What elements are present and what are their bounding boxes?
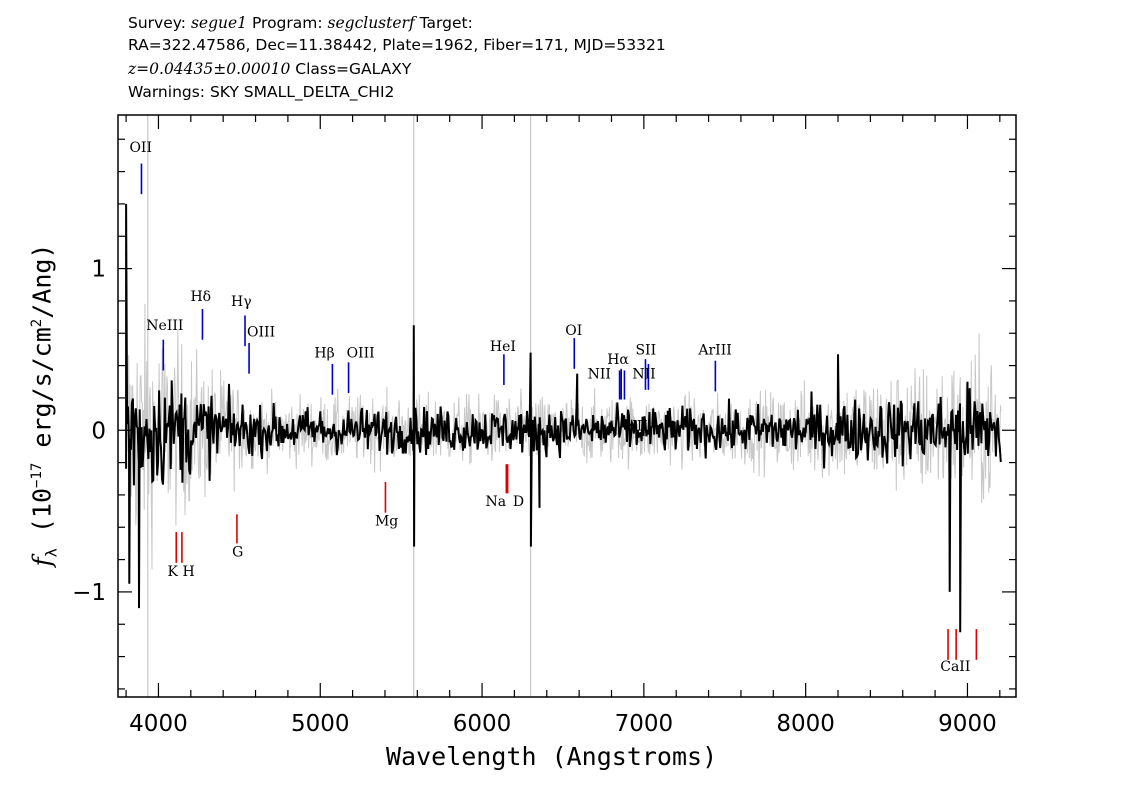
emission-label-0: OII — [129, 140, 152, 156]
x-tick-label-3: 7000 — [615, 711, 674, 737]
absorption-label-1: G — [232, 544, 243, 560]
flux-line — [125, 203, 1002, 633]
emission-label-14: ArIII — [697, 342, 731, 358]
ylabel-sq: 2 — [29, 318, 46, 328]
ylabel-mid: erg/s/cm — [27, 327, 57, 463]
y-tick-label-1: 0 — [91, 418, 106, 444]
emission-label-12: SII — [635, 342, 656, 358]
axes: 4000 5000 6000 7000 8000 9000 −1 0 1 — [72, 114, 1017, 737]
emission-label-5: Hβ — [314, 346, 334, 362]
program-value: segclusterf — [327, 14, 415, 32]
class-value: Class=GALAXY — [290, 60, 412, 78]
sky-lines — [147, 115, 532, 697]
x-tick-label-0: 4000 — [129, 711, 188, 737]
emission-label-2: Hδ — [190, 289, 211, 305]
flux-series — [125, 203, 1002, 633]
absorption-label-2: Mg — [375, 514, 398, 530]
y-tick-label-2: 1 — [91, 257, 106, 283]
emission-label-10: Hα — [607, 352, 629, 368]
absorption-label-5: CaII — [940, 659, 970, 675]
header-line-3: z=0.04435±0.00010 Class=GALAXY — [128, 59, 411, 80]
x-tick-label-4: 8000 — [776, 711, 835, 737]
absorption-label-4: D — [513, 494, 524, 510]
header-line-4: Warnings: SKY SMALL_DELTA_CHI2 — [128, 83, 395, 101]
x-tick-label-1: 5000 — [291, 711, 350, 737]
absorption-label-3: Na — [486, 494, 507, 510]
x-axis-label: Wavelength (Angstroms) — [386, 742, 718, 771]
emission-label-1: NeIII — [146, 318, 183, 334]
survey-label: Survey: — [128, 14, 191, 32]
emission-label-6: OIII — [347, 346, 375, 362]
ylabel-exp: −17 — [29, 462, 46, 488]
ylabel-f: f — [27, 557, 57, 567]
ylabel-pre: (10 — [27, 487, 57, 549]
x-tick-label-2: 6000 — [453, 711, 512, 737]
plot-frame — [117, 114, 1017, 698]
ylabel-sub: λ — [42, 548, 61, 558]
emission-label-11: NII — [624, 418, 647, 434]
emission-label-3: Hγ — [231, 294, 252, 310]
header-line-2: RA=322.47586, Dec=11.38442, Plate=1962, … — [128, 36, 666, 54]
absorption-label-0: K H — [168, 564, 195, 580]
emission-label-4: OIII — [247, 324, 275, 340]
y-axis-label: fλ (10−17 erg/s/cm2/Ang) — [14, 185, 74, 625]
y-tick-label-0: −1 — [72, 580, 106, 606]
target-label: Target: — [414, 14, 473, 32]
redshift-value: z=0.04435±0.00010 — [128, 60, 291, 78]
emission-label-8: OI — [565, 323, 582, 339]
header-line-1: Survey: segue1 Program: segclusterf Targ… — [128, 13, 473, 34]
program-label: Program: — [247, 14, 328, 32]
line-markers — [140, 163, 978, 660]
emission-label-7: HeI — [490, 339, 516, 355]
emission-label-13: NII — [632, 367, 655, 383]
survey-value: segue1 — [190, 14, 248, 32]
x-tick-label-5: 9000 — [938, 711, 997, 737]
emission-label-9: NII — [588, 367, 611, 383]
ylabel-post: /Ang) — [27, 243, 57, 319]
